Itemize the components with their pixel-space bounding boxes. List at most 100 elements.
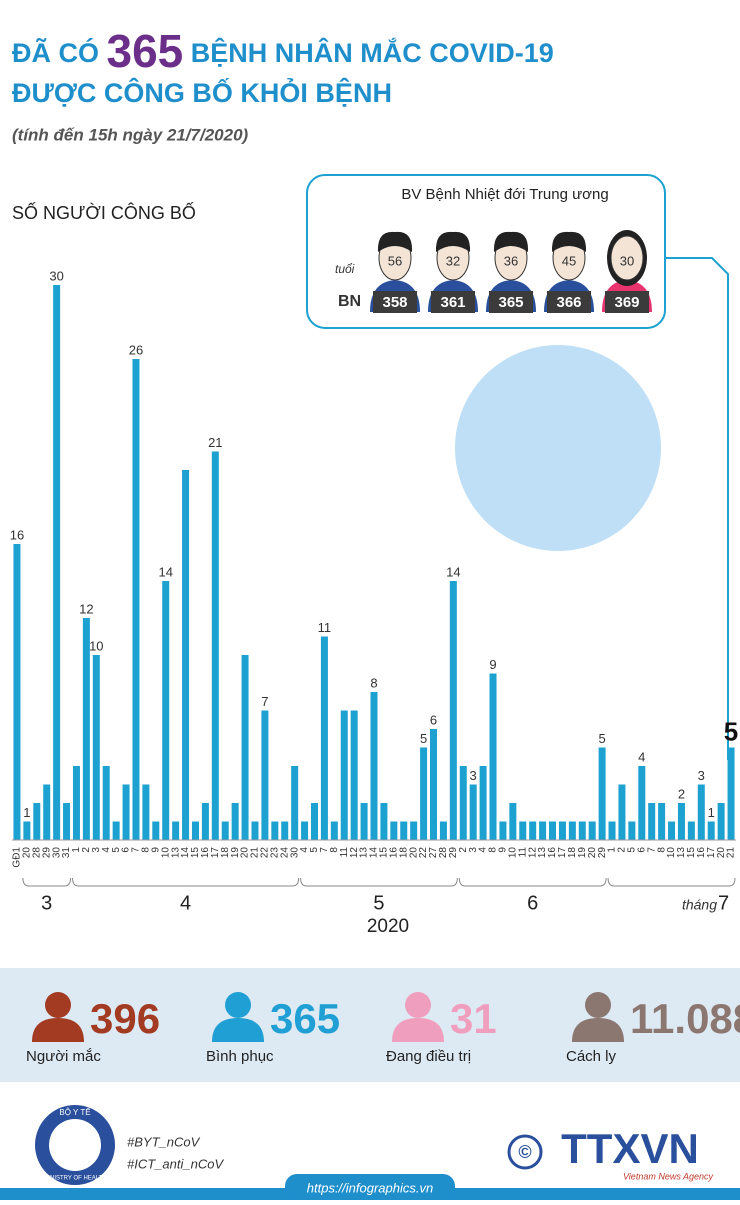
bar xyxy=(598,747,606,840)
patient-id-bg xyxy=(489,291,533,313)
patient-id-bg xyxy=(373,291,417,313)
patient-id: 361 xyxy=(440,294,465,311)
x-tick-label: 2 xyxy=(617,847,628,853)
patient-hair xyxy=(493,231,529,252)
subtitle: (tính đến 15h ngày 21/7/2020) xyxy=(12,125,249,144)
patient-age: 56 xyxy=(388,253,402,268)
patient-id: 369 xyxy=(614,294,639,311)
bar xyxy=(658,803,666,840)
bar xyxy=(53,285,61,840)
x-tick-label: 31 xyxy=(61,847,72,859)
title-number: 365 xyxy=(107,25,184,77)
bar xyxy=(142,784,150,840)
title-pre: ĐÃ CÓ xyxy=(12,37,99,68)
x-tick-label: 14 xyxy=(180,847,191,859)
agency: TTXVN xyxy=(561,1125,699,1172)
x-tick-label: 20 xyxy=(587,847,598,859)
x-tick-label: 8 xyxy=(488,847,499,853)
x-tick-label: 29 xyxy=(597,847,608,859)
bar xyxy=(717,803,725,840)
x-tick-label: 7 xyxy=(646,847,657,853)
ministry-bottom: MINISTRY OF HEALTH xyxy=(43,1176,106,1182)
bar xyxy=(310,803,318,840)
copyright-ring xyxy=(507,1134,543,1170)
x-tick-label: 10 xyxy=(507,847,518,859)
value-label: 1 xyxy=(23,805,30,820)
bar xyxy=(350,710,358,840)
x-tick-label: 18 xyxy=(567,847,578,859)
x-tick-label: 11 xyxy=(339,847,350,858)
bar xyxy=(72,766,80,840)
bar xyxy=(697,784,705,840)
value-label: 7 xyxy=(261,694,268,709)
stat-icon-head xyxy=(45,992,71,1018)
patients: 56 358 32 361 36 365 45 366 30 369 xyxy=(370,230,652,313)
title-post: BỆNH NHÂN MẮC COVID-19 xyxy=(191,37,554,68)
bar xyxy=(320,636,328,840)
x-tick-label: 14 xyxy=(369,847,380,859)
value-label: 21 xyxy=(208,435,222,450)
x-tick-label: 17 xyxy=(210,847,221,859)
x-tick-label: 2 xyxy=(81,847,92,853)
bar xyxy=(588,821,596,840)
x-tick-label: 11 xyxy=(517,847,528,858)
x-tick-label: 18 xyxy=(398,847,409,859)
chart: GĐ12028293031123456789101314151617181920… xyxy=(10,268,739,937)
x-tick-label: 10 xyxy=(160,847,171,859)
x-tick-label: 22 xyxy=(418,847,429,859)
bar xyxy=(400,821,408,840)
bar xyxy=(122,784,130,840)
x-tick-label: 4 xyxy=(299,847,310,853)
value-label: 2 xyxy=(678,786,685,801)
x-tick-label: 23 xyxy=(269,847,280,859)
stat-icon-body xyxy=(212,1018,264,1042)
patient-hair xyxy=(551,231,587,252)
x-tick-label: 2 xyxy=(458,847,469,853)
stat-label: Người mắc xyxy=(26,1048,101,1065)
stats: 396 Người mắc 365 Bình phục 31 Đang điều trị 1… xyxy=(26,992,740,1065)
value-label: 4 xyxy=(638,749,645,764)
bar xyxy=(182,470,190,840)
x-tick-label: 20 xyxy=(240,847,251,859)
x-tick-label: 3 xyxy=(91,847,102,853)
bar xyxy=(578,821,586,840)
bar xyxy=(410,821,418,840)
month-label: 5 xyxy=(373,892,384,914)
value-label: 5 xyxy=(724,716,738,746)
bar xyxy=(132,359,140,840)
x-tick-label: 20 xyxy=(408,847,419,859)
patient-id: 365 xyxy=(498,294,523,311)
year-label: 2020 xyxy=(367,916,409,937)
value-label: 6 xyxy=(430,712,437,727)
age-label: tuổi xyxy=(335,262,355,276)
x-tick-label: 1 xyxy=(71,847,82,853)
x-tick-label: 29 xyxy=(41,847,52,859)
x-tick-label: 21 xyxy=(250,847,261,859)
title-line2: ĐƯỢC CÔNG BỐ KHỎI BỆNH xyxy=(12,76,392,108)
bar xyxy=(618,784,626,840)
tag: #BYT_nCoV xyxy=(127,1134,201,1149)
x-tick-label: 6 xyxy=(121,847,132,853)
x-tick-label: 15 xyxy=(686,847,697,859)
x-tick-label: 5 xyxy=(111,847,122,853)
month-bracket xyxy=(607,877,736,887)
patient-age: 45 xyxy=(562,253,576,268)
value-label: 3 xyxy=(698,768,705,783)
bar xyxy=(172,821,180,840)
bar xyxy=(251,821,259,840)
x-tick-label: 9 xyxy=(150,847,161,853)
x-tick-label: 20 xyxy=(716,847,727,859)
x-tick-label: 17 xyxy=(706,847,717,859)
bar xyxy=(449,581,457,840)
x-tick-label: 16 xyxy=(696,847,707,859)
x-tick-label: 9 xyxy=(498,847,509,853)
x-tick-label: 1 xyxy=(607,847,618,853)
url: https://infographics.vn xyxy=(307,1180,433,1195)
bar xyxy=(152,821,160,840)
x-tick-label: GĐ1 xyxy=(12,847,23,868)
x-tick-label: 16 xyxy=(388,847,399,859)
bar xyxy=(231,803,239,840)
patient-hair xyxy=(435,231,471,252)
x-tick-label: 22 xyxy=(260,847,271,859)
stat-label: Đang điều trị xyxy=(386,1048,471,1065)
